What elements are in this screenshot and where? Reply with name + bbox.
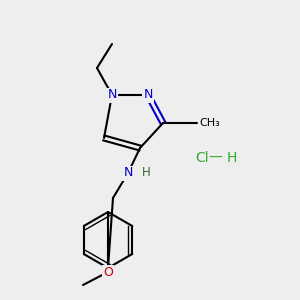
Text: H: H [142,167,150,179]
Text: N: N [107,88,117,101]
Text: Cl: Cl [195,151,208,165]
Text: N: N [123,167,133,179]
Text: H: H [227,151,237,165]
Text: CH₃: CH₃ [199,118,220,128]
Text: N: N [143,88,153,101]
Text: —: — [208,151,222,165]
Text: O: O [103,266,113,278]
